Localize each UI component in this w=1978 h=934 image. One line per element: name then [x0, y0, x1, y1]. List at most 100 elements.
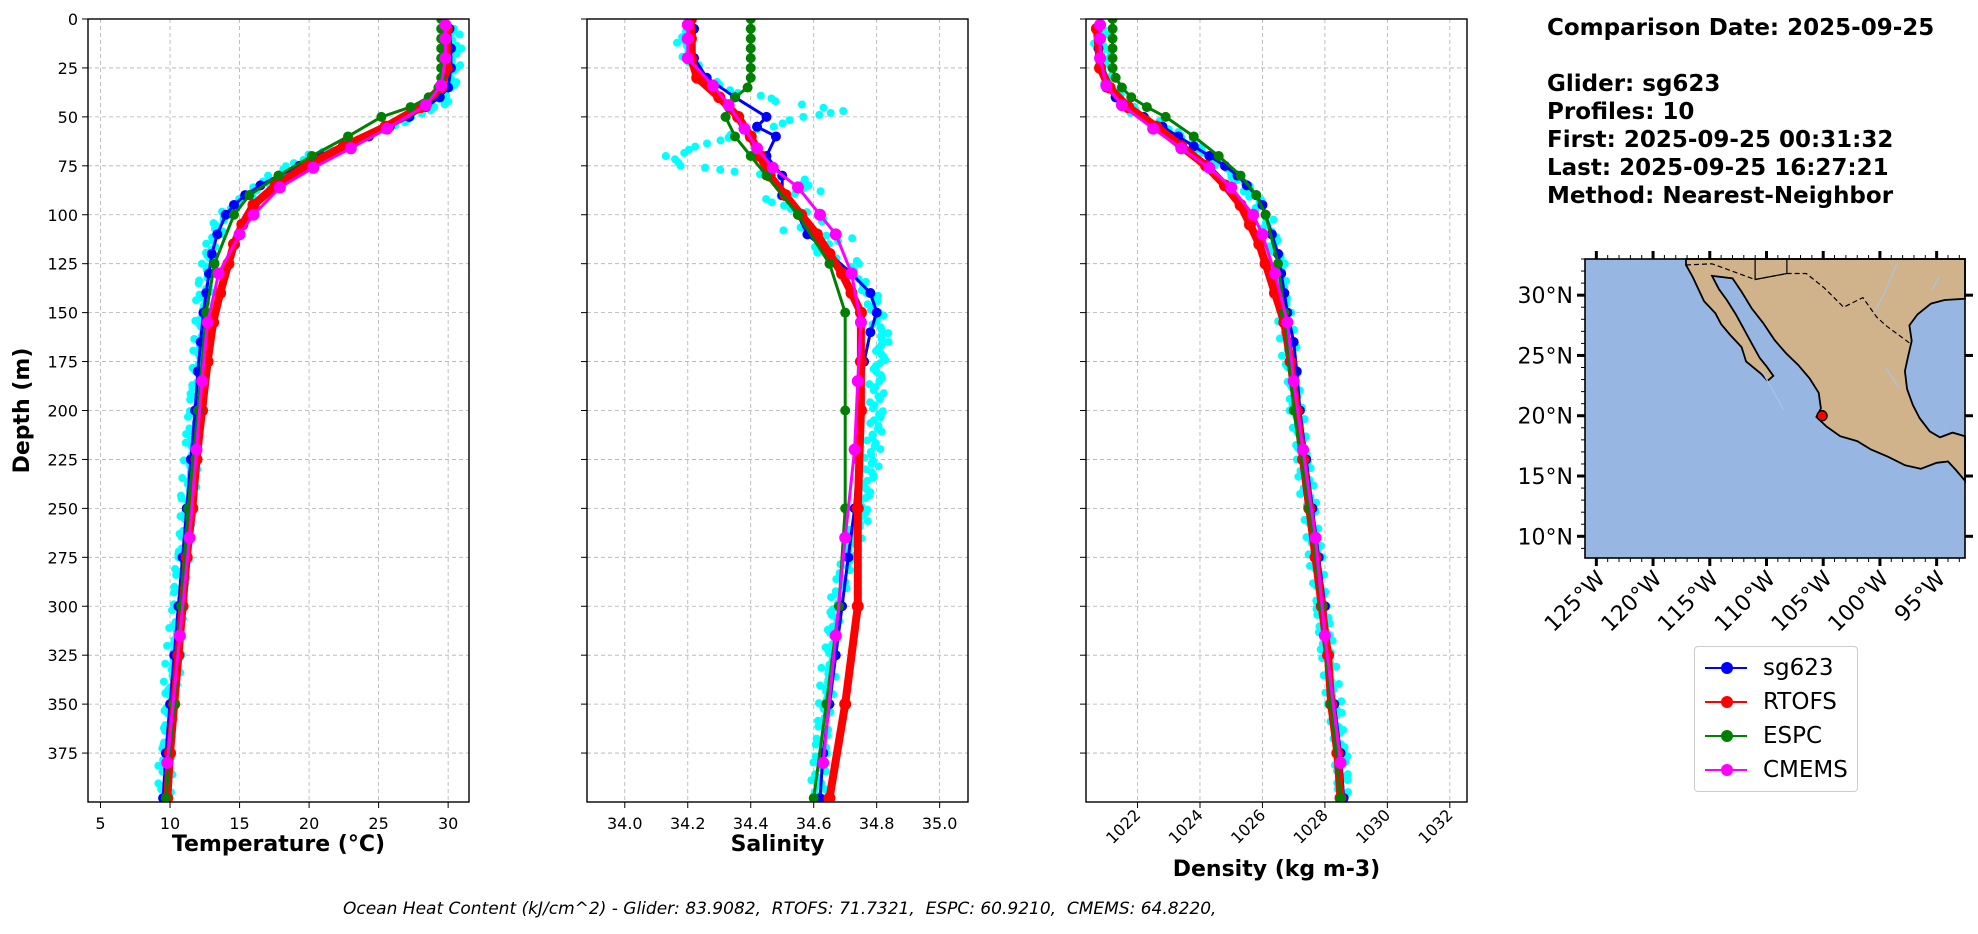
border-line: [1685, 263, 1913, 346]
lat-label: 30°N: [1518, 284, 1573, 309]
series-point: [1260, 209, 1271, 220]
panel-3: 1022 1024 1026 1028 1030 1032 Density (kg m-3): [1080, 18, 1468, 882]
comparison-date: Comparison Date: 2025-09-25: [1547, 15, 1935, 41]
series-line: [686, 24, 863, 763]
axes-frame: [87, 18, 470, 803]
x-tick-label: 35.0: [922, 814, 958, 833]
series-point: [1287, 375, 1300, 388]
series-point: [814, 208, 827, 221]
raw-point: [730, 167, 739, 176]
series-line: [1095, 28, 1346, 799]
panel-1: 0 25 50 75 100 125 150 175 200 225 250 275 300 325 350…: [10, 10, 470, 857]
plot-area: [661, 19, 893, 802]
raw-point: [877, 427, 886, 436]
series-point: [229, 199, 240, 210]
raw-point: [827, 593, 836, 602]
raw-point: [869, 404, 878, 413]
series-point: [823, 792, 836, 802]
series-CMEMS: [681, 19, 867, 769]
legend-item-sg623: sg623: [1695, 651, 1855, 685]
series-point: [376, 111, 387, 122]
series-point: [1094, 52, 1107, 65]
raw-point: [202, 239, 211, 248]
raw-point: [819, 103, 828, 112]
series-point: [306, 151, 317, 162]
series-point: [1259, 257, 1272, 270]
series-line: [163, 28, 451, 799]
lon-label: 95°W: [1890, 566, 1951, 627]
x-axis-label: Salinity: [731, 832, 825, 857]
series-RTOFS: [161, 22, 453, 802]
series-point: [247, 198, 260, 211]
series-point: [209, 258, 220, 269]
series-point: [854, 355, 867, 368]
series-point: [839, 531, 852, 544]
raw-point: [807, 776, 816, 785]
y-tick-label: 25: [58, 59, 78, 78]
series-point: [829, 629, 842, 642]
series-point: [1256, 228, 1269, 241]
series-point: [344, 142, 357, 155]
series-point: [848, 443, 861, 456]
raw-point: [1337, 697, 1346, 706]
raw-point: [876, 395, 885, 404]
y-tick-label: 300: [47, 597, 78, 616]
raw-point: [163, 641, 172, 650]
series-point: [435, 79, 448, 92]
raw-point: [172, 570, 181, 579]
series-point: [817, 756, 830, 769]
raw-point: [815, 110, 824, 119]
series-point: [1243, 218, 1256, 231]
series-point: [343, 131, 354, 142]
first-time: First: 2025-09-25 00:31:32: [1547, 127, 1894, 153]
raw-point: [876, 413, 885, 422]
series-point: [851, 502, 864, 515]
river: [1760, 368, 1785, 410]
raw-point: [186, 395, 195, 404]
raw-point: [869, 473, 878, 482]
series-point: [1126, 92, 1137, 103]
raw-point: [1269, 215, 1278, 224]
x-axis-label: Temperature (°C): [172, 832, 385, 857]
series-point: [1094, 32, 1107, 45]
series-line: [165, 24, 447, 763]
series-point: [1309, 531, 1322, 544]
raw-point: [839, 107, 848, 116]
lon-label: 115°W: [1653, 566, 1724, 637]
raw-point: [778, 119, 787, 128]
x-tick-label: 1028: [1290, 805, 1332, 847]
raw-point: [811, 740, 820, 749]
series-line: [1111, 19, 1342, 799]
series-point: [751, 142, 764, 155]
series-point: [779, 189, 792, 202]
series-point: [1110, 72, 1121, 83]
series-point: [1235, 170, 1246, 181]
series-point: [1188, 141, 1199, 152]
series-point: [212, 267, 225, 280]
y-tick-label: 375: [47, 744, 78, 763]
lat-label: 15°N: [1518, 465, 1573, 490]
raw-point: [867, 459, 876, 468]
series-point: [840, 405, 851, 416]
raw-point: [874, 462, 883, 471]
series-point: [1094, 19, 1107, 31]
raw-point: [676, 161, 685, 170]
x-tick-label: 30: [438, 814, 458, 833]
raw-scatter: [1090, 24, 1353, 800]
axes-frame: [586, 18, 969, 803]
raw-point: [178, 474, 187, 483]
info-panel: Comparison Date: 2025-09-25 Glider: sg62…: [1547, 14, 1934, 210]
series-point: [229, 209, 240, 220]
x-tick-label: 10: [160, 814, 180, 833]
y-axis-label: Depth (m): [10, 348, 35, 474]
series-point: [439, 32, 452, 45]
series-point: [720, 111, 731, 122]
series-point: [745, 53, 756, 64]
series-point: [190, 443, 203, 456]
series-point: [745, 43, 756, 54]
lon-label: 120°W: [1597, 566, 1668, 637]
series-point: [1160, 111, 1171, 122]
raw-point: [799, 112, 808, 121]
raw-point: [779, 226, 788, 235]
raw-point: [863, 436, 872, 445]
